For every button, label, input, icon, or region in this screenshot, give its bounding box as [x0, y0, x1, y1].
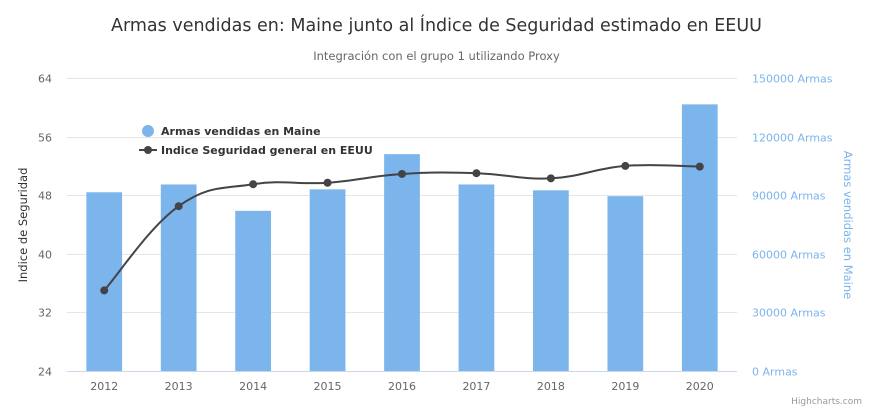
legend-item-line[interactable]: Indice Seguridad general en EEUU [139, 144, 373, 157]
line-point[interactable] [398, 169, 406, 178]
x-axis-ticks: 2012 2013 2014 2015 2016 2017 2018 2019 2020 [90, 380, 714, 393]
bar-series [86, 104, 718, 372]
left-tick-label: 48 [38, 190, 52, 203]
bar[interactable] [309, 189, 346, 371]
left-tick-label: 32 [38, 307, 52, 320]
line-point[interactable] [546, 174, 555, 183]
bar[interactable] [160, 184, 197, 371]
bar[interactable] [458, 184, 495, 371]
x-tick-label: 2018 [537, 380, 565, 393]
chart-subtitle: Integración con el grupo 1 utilizando Pr… [313, 49, 560, 63]
right-tick-label: 150000 Armas [752, 73, 833, 86]
right-tick-label: 90000 Armas [752, 190, 826, 203]
line-point[interactable] [174, 202, 183, 211]
bar[interactable] [681, 104, 718, 372]
line-point[interactable] [472, 169, 481, 178]
x-tick-label: 2016 [388, 380, 416, 393]
line-point[interactable] [249, 180, 258, 189]
legend[interactable]: Armas vendidas en Maine Indice Seguridad… [139, 125, 373, 157]
line-point[interactable] [323, 178, 332, 187]
right-axis-ticks: 0 Armas 30000 Armas 60000 Armas 90000 Armas… [752, 73, 833, 379]
left-tick-label: 40 [38, 249, 52, 262]
bar[interactable] [533, 190, 569, 371]
line-series [100, 161, 704, 295]
right-tick-label: 0 Armas [752, 366, 798, 379]
x-tick-label: 2015 [314, 380, 342, 393]
legend-line-marker [144, 146, 152, 154]
legend-item-bars[interactable]: Armas vendidas en Maine [142, 125, 321, 138]
right-tick-label: 120000 Armas [752, 132, 833, 145]
right-tick-label: 30000 Armas [752, 307, 826, 320]
bar[interactable] [86, 192, 123, 371]
credits-link[interactable]: Highcharts.com [791, 397, 862, 407]
left-tick-label: 64 [38, 73, 52, 86]
left-axis-title: Indice de Seguridad [16, 168, 30, 283]
legend-label-line: Indice Seguridad general en EEUU [161, 144, 373, 157]
line-point[interactable] [100, 286, 109, 295]
x-tick-label: 2013 [165, 380, 193, 393]
line-path [103, 164, 700, 292]
x-tick-label: 2012 [90, 380, 118, 393]
left-tick-label: 24 [38, 366, 52, 379]
chart-title: Armas vendidas en: Maine junto al Índice… [111, 14, 762, 36]
line-point[interactable] [695, 162, 704, 171]
line-point[interactable] [621, 161, 630, 170]
x-tick-label: 2020 [686, 380, 714, 393]
bar[interactable] [384, 154, 420, 371]
x-tick-label: 2017 [462, 380, 490, 393]
legend-bar-symbol [142, 125, 154, 137]
right-axis-title: Armas vendidas en Maine [841, 151, 855, 300]
bar[interactable] [235, 210, 271, 371]
x-tick-label: 2014 [239, 380, 267, 393]
left-axis-ticks: 24 32 40 48 56 64 [38, 73, 52, 379]
x-tick-label: 2019 [611, 380, 639, 393]
bar[interactable] [607, 196, 644, 371]
left-tick-label: 56 [38, 132, 52, 145]
right-tick-label: 60000 Armas [752, 249, 826, 262]
legend-label-bars: Armas vendidas en Maine [161, 125, 321, 138]
